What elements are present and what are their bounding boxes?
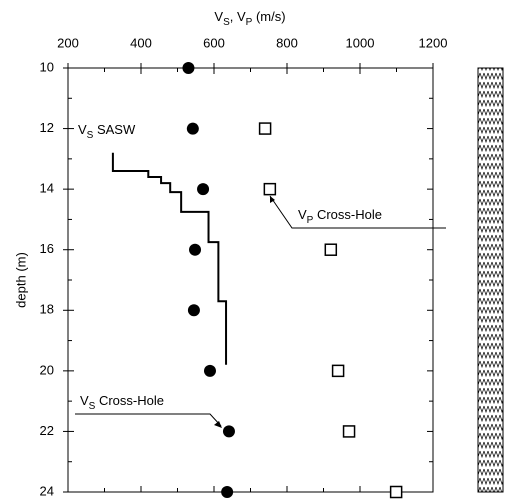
vs-point <box>197 183 210 196</box>
vp-point <box>389 485 403 499</box>
vs-point <box>203 364 216 377</box>
annotation: VS Cross-Hole <box>80 393 164 411</box>
y-tick-label: 20 <box>40 362 54 377</box>
sasw-profile <box>111 152 228 365</box>
vp-point <box>263 182 277 196</box>
vs-point <box>222 425 235 438</box>
x-tick-label: 1200 <box>419 35 448 50</box>
vs-point <box>186 122 199 135</box>
vs-point <box>182 62 195 74</box>
vp-point <box>331 364 345 378</box>
annotation-arrow <box>269 195 446 229</box>
vp-point <box>324 243 338 256</box>
x-tick-label: 800 <box>276 35 298 50</box>
x-axis-label: VS, VP (m/s) <box>214 9 285 27</box>
soil-column <box>477 67 504 493</box>
y-tick-label: 10 <box>40 59 54 74</box>
y-tick-label: 18 <box>40 302 54 317</box>
x-tick-label: 400 <box>130 35 152 50</box>
x-tick-label: 1000 <box>346 35 375 50</box>
vs-point <box>187 304 200 317</box>
x-tick-label: 200 <box>57 35 79 50</box>
arrow-head <box>214 421 222 428</box>
arrow-head <box>270 196 275 203</box>
y-tick-label: 12 <box>40 120 54 135</box>
vs-point <box>189 243 202 256</box>
x-tick-label: 600 <box>203 35 225 50</box>
vp-point <box>258 122 272 135</box>
vp-point <box>342 425 356 438</box>
annotation: VP Cross-Hole <box>298 207 382 225</box>
y-axis-label: depth (m) <box>13 252 28 308</box>
y-tick-label: 16 <box>40 241 54 256</box>
annotation-arrow <box>75 413 222 427</box>
y-tick-label: 22 <box>40 423 54 438</box>
annotation: VS SASW <box>78 122 136 140</box>
y-tick-label: 14 <box>40 181 54 196</box>
vs-point <box>221 486 234 498</box>
y-tick-label: 24 <box>40 483 54 498</box>
